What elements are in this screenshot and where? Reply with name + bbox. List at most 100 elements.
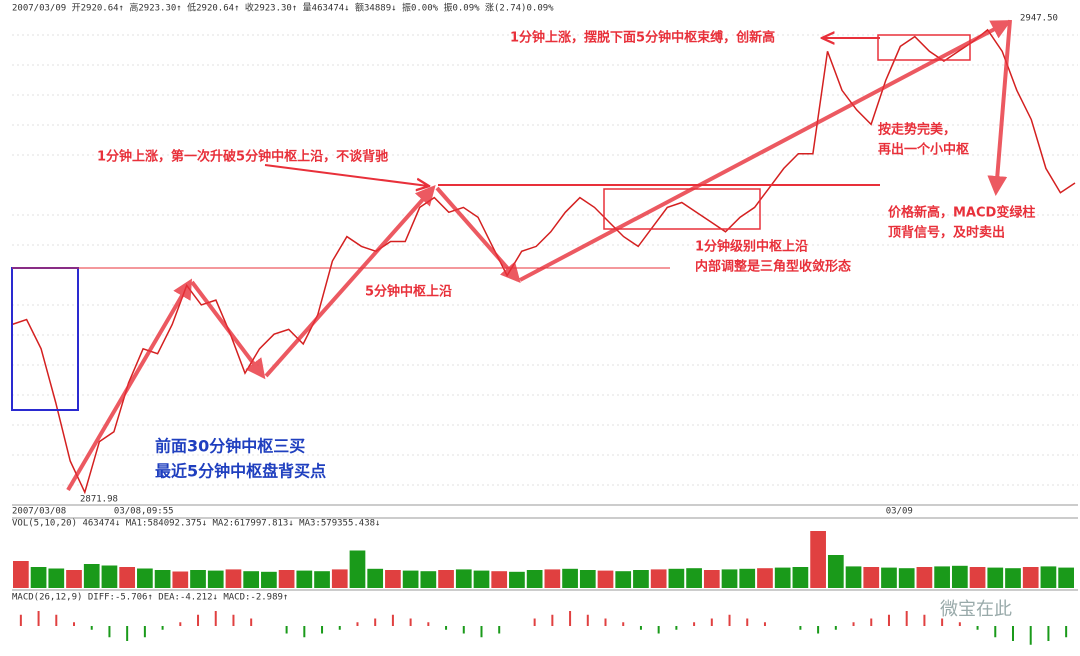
volume-bar <box>48 568 65 588</box>
annotation: 价格新高，MACD变绿柱 <box>888 205 1035 221</box>
watermark: 微宝在此 <box>940 599 1012 620</box>
macd-bar <box>905 611 908 626</box>
volume-bar <box>615 571 632 588</box>
volume-bar <box>810 531 826 588</box>
volume-bar <box>597 570 614 588</box>
volume-bar <box>1040 566 1057 588</box>
macd-bar <box>108 626 111 638</box>
volume-bar <box>1005 568 1021 588</box>
x-tick-label: 03/09 <box>886 507 913 517</box>
annotation: 5分钟中枢上沿 <box>365 284 452 300</box>
macd-bar <box>569 611 572 626</box>
macd-bar <box>834 626 837 630</box>
macd-bar <box>728 614 731 626</box>
macd-bar <box>19 614 22 626</box>
volume-bar <box>987 567 1004 588</box>
annotation: 按走势完美， <box>878 122 956 138</box>
macd-bar <box>994 626 997 638</box>
annotation: 1分钟级别中枢上沿 <box>695 239 808 255</box>
macd-bar <box>533 618 536 626</box>
volume-bar <box>278 570 295 588</box>
macd-bar <box>870 618 873 626</box>
volume-bar <box>739 568 756 588</box>
volume-bar <box>562 568 578 588</box>
macd-bar <box>179 622 182 626</box>
macd-bar <box>887 614 890 626</box>
volume-bar <box>30 567 47 588</box>
volume-bar <box>66 570 82 588</box>
annotation: 1分钟上涨，第一次升破5分钟中枢上沿，不谈背驰 <box>97 149 388 165</box>
volume-bar <box>526 570 543 588</box>
volume-bar <box>633 570 649 588</box>
macd-bar <box>958 622 961 626</box>
macd-bar <box>551 614 554 626</box>
annotations: 1分钟上涨，摆脱下面5分钟中枢束缚，创新高 1分钟上涨，第一次升破5分钟中枢上沿，… <box>97 30 1035 481</box>
macd-bar <box>1065 626 1068 638</box>
volume-bar <box>190 570 206 588</box>
macd-bar <box>250 618 253 626</box>
macd-bar <box>143 626 146 638</box>
high-label: 2947.50 <box>1020 14 1058 24</box>
volume-bar <box>402 570 419 588</box>
macd-bar <box>817 626 820 634</box>
macd-bar <box>498 626 501 634</box>
macd-bar <box>462 626 465 634</box>
volume-bar <box>792 567 809 588</box>
macd-bar <box>941 618 944 626</box>
volume-bar <box>243 571 260 588</box>
volume-bar <box>703 570 720 588</box>
macd-bar <box>214 611 217 626</box>
volume-bar <box>13 561 29 588</box>
volume-bar <box>207 570 224 588</box>
annotation: 内部调整是三角型收敛形态 <box>695 259 851 275</box>
x-tick-label: 2007/03/08 <box>12 507 66 517</box>
annotation: 顶背信号，及时卖出 <box>888 225 1005 241</box>
macd-bar <box>73 622 76 626</box>
macd-bar <box>622 622 625 626</box>
volume-bar <box>668 568 685 588</box>
macd-bar <box>55 614 58 626</box>
panel-title: VOL(5,10,20) 463474↓ MA1:584092.375↓ MA2… <box>12 519 380 529</box>
macd-bar <box>604 618 607 626</box>
volume-bar <box>774 567 791 588</box>
volume-bar <box>881 567 897 588</box>
volume-bar <box>579 570 596 588</box>
macd-bar <box>586 614 589 626</box>
volume-bar <box>721 569 738 588</box>
macd-bar <box>763 622 766 626</box>
volume-bar <box>916 567 933 588</box>
volume-bar <box>296 570 313 588</box>
annotation: 最近5分钟中枢盘背买点 <box>155 462 326 481</box>
volume-bar <box>455 569 472 588</box>
volume-bar <box>686 568 702 588</box>
macd-bar <box>693 622 696 626</box>
macd-bar <box>161 626 164 630</box>
macd-bar <box>356 622 359 626</box>
volume-bar <box>172 571 189 588</box>
macd-bar <box>321 626 324 634</box>
volume-bar <box>367 568 384 588</box>
volume-bar <box>650 569 667 588</box>
volume-bar <box>473 570 490 588</box>
volume-bar <box>225 569 242 588</box>
macd-bar <box>409 618 412 626</box>
x-tick-label: 03/08,09:55 <box>114 507 174 517</box>
volume-bar <box>1058 567 1074 588</box>
macd-bar <box>303 626 306 638</box>
macd-bar <box>480 626 483 638</box>
volume-bar <box>154 570 171 588</box>
volume-bar <box>137 568 153 588</box>
macd-bar <box>374 618 377 626</box>
macd-panel: MACD(26,12,9) DIFF:-5.706↑ DEA:-4.212↓ M… <box>12 593 1068 645</box>
macd-bar <box>427 622 430 626</box>
macd-bar <box>675 626 678 630</box>
volume-bar <box>898 568 915 588</box>
volume-panel: VOL(5,10,20) 463474↓ MA1:584092.375↓ MA2… <box>12 519 1074 588</box>
volume-bar <box>385 570 401 588</box>
macd-bar <box>852 622 855 626</box>
macd-bar <box>710 618 713 626</box>
macd-bar <box>1011 626 1014 641</box>
volume-bar <box>845 566 862 588</box>
macd-bar <box>657 626 660 634</box>
